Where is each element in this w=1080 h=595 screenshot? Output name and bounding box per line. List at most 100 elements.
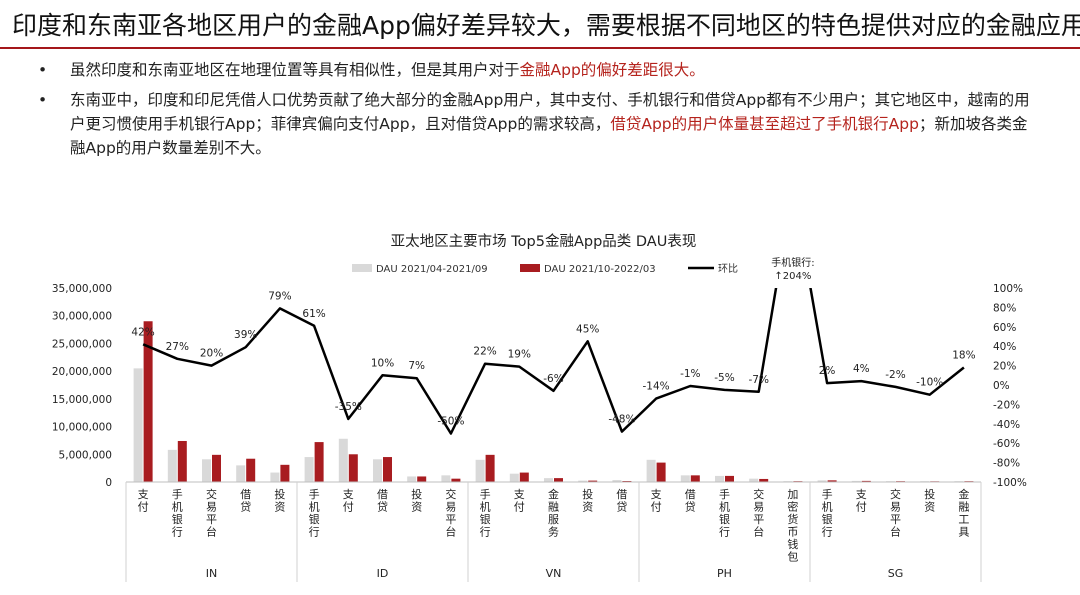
y-left-tick-label: 5,000,000 [59,449,112,461]
x-tick-label: 手机银行 [822,487,833,539]
bar-curr [588,480,598,482]
x-tick-label: 手机银行 [719,487,730,539]
x-tick-label: 交易平台 [753,487,764,539]
growth-data-label: -48% [608,414,635,426]
bar-curr [177,440,187,482]
bar-prev [544,478,553,482]
group-label: IN [206,567,217,580]
legend-label-line: 环比 [718,263,738,275]
bullet-highlight: 金融App的偏好差距很大。 [519,61,705,79]
bar-prev [475,459,485,482]
y-right-tick-label: -20% [993,399,1020,411]
growth-data-label: 39% [234,329,257,341]
y-right-tick-label: -100% [993,477,1027,489]
x-tick-label: 借贷 [616,488,627,514]
x-tick-label: 支付 [651,488,662,514]
legend-label-curr: DAU 2021/10-2022/03 [544,264,656,275]
x-tick-label: 支付 [138,488,149,514]
x-tick-label: 投资 [582,487,593,514]
bar-curr [759,478,769,482]
growth-data-label: -35% [335,401,362,413]
growth-data-label: 2% [819,365,836,377]
x-tick-label: 投资 [924,487,935,514]
y-right-tick-label: 0% [993,380,1010,392]
y-left-tick-label: 30,000,000 [52,311,112,323]
growth-data-label: -10% [916,377,943,389]
bar-curr [690,475,700,482]
y-left-tick-label: 15,000,000 [52,394,112,406]
bar-prev [407,476,417,482]
growth-data-label: 42% [131,326,154,338]
y-left-tick-label: 25,000,000 [52,338,112,350]
y-left-tick-label: 20,000,000 [52,366,112,378]
growth-data-label: 10% [371,357,394,369]
growth-data-label: 45% [576,323,599,335]
x-tick-label: 交易平台 [445,487,456,539]
bullet-text: ；新加坡各类金融App的用户数量差别不大。 [70,115,1028,157]
bullet-list: 虽然印度和东南亚地区在地理位置等具有相似性，但是其用户对于金融App的偏好差距很… [38,58,1038,166]
x-tick-label: 加密货币钱包 [787,488,798,564]
bar-prev [202,459,211,482]
bar-curr [485,454,495,482]
x-tick-label: 投资 [411,487,422,514]
bar-curr [861,480,871,482]
growth-data-label: 79% [268,290,291,302]
bar-curr [143,321,153,482]
x-tick-label: 借贷 [685,488,696,514]
growth-data-label: 22% [473,346,496,358]
bar-curr [656,462,666,482]
growth-data-label: -7% [748,374,768,386]
bar-prev [270,472,280,482]
group-label: PH [717,567,732,580]
x-tick-label: 手机银行 [480,487,491,539]
dau-chart: 亚太地区主要市场 Top5金融App品类 DAU表现 DAU 2021/04-20… [52,233,1027,582]
bar-curr [827,480,837,482]
group-label: ID [377,567,389,580]
bar-curr [519,472,529,482]
bar-curr [383,457,392,482]
legend-label-prev: DAU 2021/04-2021/09 [376,264,488,275]
bullet-item: 虽然印度和东南亚地区在地理位置等具有相似性，但是其用户对于金融App的偏好差距很… [38,58,1038,82]
group-label: SG [888,567,904,580]
bar-curr [725,475,734,482]
x-tick-label: 手机银行 [309,487,320,539]
bar-prev [578,480,588,482]
bar-curr [348,454,358,482]
bar-prev [338,438,348,482]
growth-data-label: -6% [543,373,563,385]
y-left-tick-label: 35,000,000 [52,283,112,295]
bar-prev [749,478,759,482]
bar-prev [646,459,656,482]
bar-curr [554,478,563,482]
growth-data-label: 7% [408,360,425,372]
x-tick-label: 交易平台 [890,487,901,539]
growth-data-label: 27% [166,341,189,353]
y-right-tick-label: 40% [993,341,1016,353]
x-tick-label: 金融工具 [958,487,969,539]
growth-data-label: 18% [952,350,975,362]
bar-prev [373,459,382,482]
bar-prev [817,480,827,482]
bullet-text: 虽然印度和东南亚地区在地理位置等具有相似性，但是其用户对于 [70,61,520,79]
bar-curr [417,476,427,482]
bar-curr [314,442,324,482]
bar-prev [715,475,724,482]
bar-prev [680,475,690,482]
growth-line [142,288,965,435]
growth-data-label: -14% [643,381,670,393]
bullet-item: 东南亚中，印度和印尼凭借人口优势贡献了绝大部分的金融App用户，其中支付、手机银… [38,88,1038,160]
y-left-tick-label: 0 [105,477,112,489]
x-tick-label: 金融服务 [548,487,559,539]
bar-prev [441,475,451,482]
growth-data-label: 20% [200,348,223,360]
y-right-tick-label: 60% [993,322,1016,334]
x-tick-label: 支付 [856,488,867,514]
x-tick-label: 投资 [274,487,285,514]
x-tick-label: 借贷 [377,488,388,514]
x-tick-label: 借贷 [240,488,251,514]
legend-swatch-prev [352,264,372,272]
x-tick-label: 支付 [343,488,354,514]
bar-prev [167,449,177,482]
y-left-tick-label: 10,000,000 [52,422,112,434]
growth-data-label: -1% [680,368,700,380]
